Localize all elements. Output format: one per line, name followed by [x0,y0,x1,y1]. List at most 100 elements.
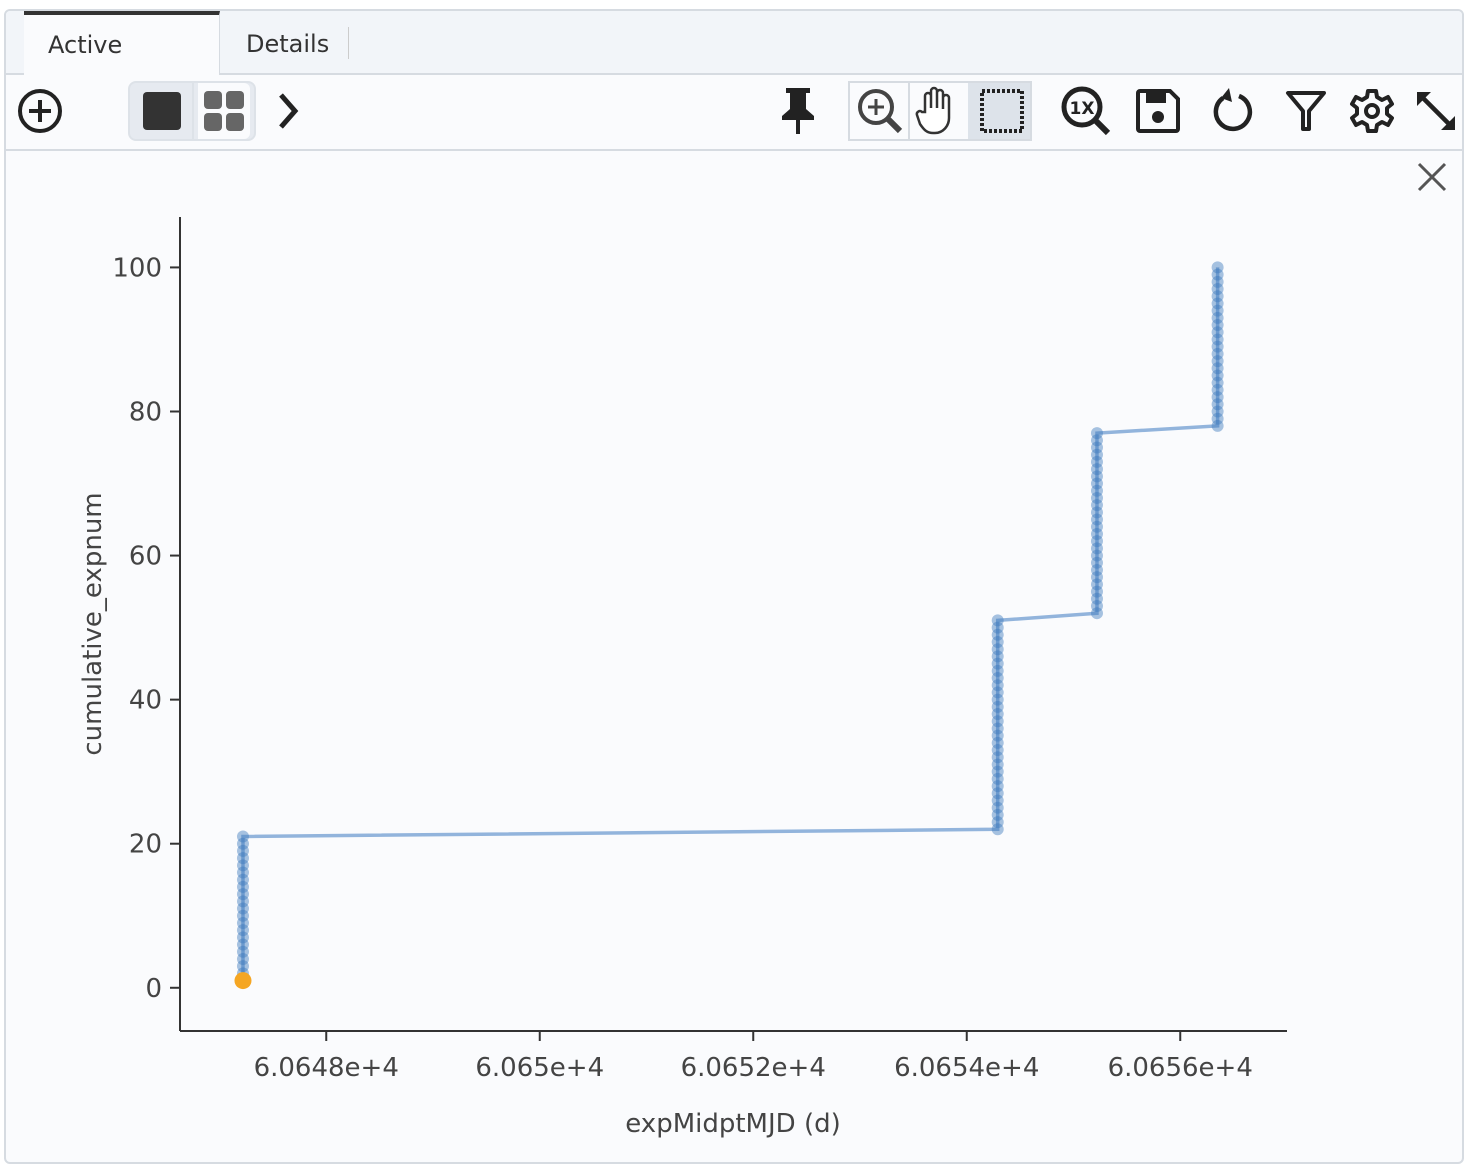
y-tick-label: 0 [145,974,162,1004]
y-tick-label: 80 [129,397,162,427]
data-point [1090,542,1103,555]
data-point [1090,455,1103,468]
data-point [1090,513,1103,526]
close-chart-button[interactable] [1416,161,1448,197]
data-point [991,772,1004,785]
data-point [1211,261,1224,274]
pin-icon [782,88,814,134]
y-tick-label: 20 [129,830,162,860]
data-point [1090,599,1103,612]
data-point [1211,333,1224,346]
data-point [991,816,1004,829]
data-point [236,916,249,929]
data-point [991,715,1004,728]
data-point [1090,484,1103,497]
data-point [236,852,249,865]
pan-hand-icon [915,86,951,135]
save-button[interactable] [1132,85,1184,137]
data-point [236,931,249,944]
data-point [1090,448,1103,461]
y-tick-label: 100 [112,253,162,283]
single-view-button[interactable] [136,85,188,137]
save-icon [1136,89,1180,133]
data-point [991,693,1004,706]
data-point [1090,506,1103,519]
zoom-in-icon [858,89,903,134]
data-point [236,902,249,915]
x-tick-label: 6.065e+4 [475,1053,604,1083]
data-point [236,960,249,973]
restore-button[interactable] [1206,85,1258,137]
grid-view-button[interactable] [198,83,250,139]
data-point [991,664,1004,677]
data-point [991,765,1004,778]
data-point [991,700,1004,713]
data-point [1211,311,1224,324]
expand-toolbar-button[interactable] [262,85,314,137]
x-tick-label: 6.0656e+4 [1108,1053,1253,1083]
data-point [1090,549,1103,562]
data-point [1211,405,1224,418]
data-point [1211,297,1224,310]
data-point [1211,355,1224,368]
grid-view-icon [204,91,244,131]
data-point [1211,347,1224,360]
data-point [236,924,249,937]
data-point [991,686,1004,699]
expand-button[interactable] [1410,85,1462,137]
data-point [1211,283,1224,296]
data-point [236,909,249,922]
chart-panel: Active Charts Details [4,9,1464,1164]
data-point [1211,376,1224,389]
data-point [991,808,1004,821]
data-point [1090,592,1103,605]
pan-mode-button[interactable] [910,85,962,137]
data-point [1090,434,1103,447]
data-point [1211,398,1224,411]
data-point [1211,275,1224,288]
data-point [1211,419,1224,432]
data-point [991,657,1004,670]
data-point [991,823,1004,836]
pin-button[interactable] [772,85,824,137]
data-point [991,722,1004,735]
data-point [236,895,249,908]
data-point [236,866,249,879]
svg-text:1X: 1X [1070,99,1095,119]
data-point [991,614,1004,627]
data-point [1090,477,1103,490]
filter-button[interactable] [1280,85,1332,137]
data-point [236,952,249,965]
settings-icon [1350,89,1394,133]
settings-button[interactable] [1346,85,1398,137]
data-point [991,751,1004,764]
select-box-icon [980,89,1024,133]
zoom-reset-button[interactable]: 1X [1060,85,1112,137]
data-point [991,801,1004,814]
add-chart-button[interactable] [14,85,66,137]
y-tick-label: 60 [129,542,162,572]
data-point [991,780,1004,793]
series-points [234,261,1224,990]
data-point [1090,571,1103,584]
data-point [1090,441,1103,454]
tab-details[interactable]: Details [246,30,330,58]
data-point [991,643,1004,656]
y-tick-label: 40 [129,686,162,716]
data-point [1090,520,1103,533]
zoom-1x-icon: 1X [1061,86,1111,136]
select-mode-button[interactable] [976,85,1028,137]
data-point [1211,369,1224,382]
data-point [236,837,249,850]
add-chart-icon [18,89,62,133]
zoom-mode-button[interactable] [854,85,906,137]
data-point [1090,527,1103,540]
data-point [991,744,1004,757]
data-point [991,650,1004,663]
data-point [1211,268,1224,281]
data-point [1090,535,1103,548]
x-axis-label: expMidptMJD (d) [625,1109,840,1139]
data-point [991,672,1004,685]
data-point [1090,491,1103,504]
